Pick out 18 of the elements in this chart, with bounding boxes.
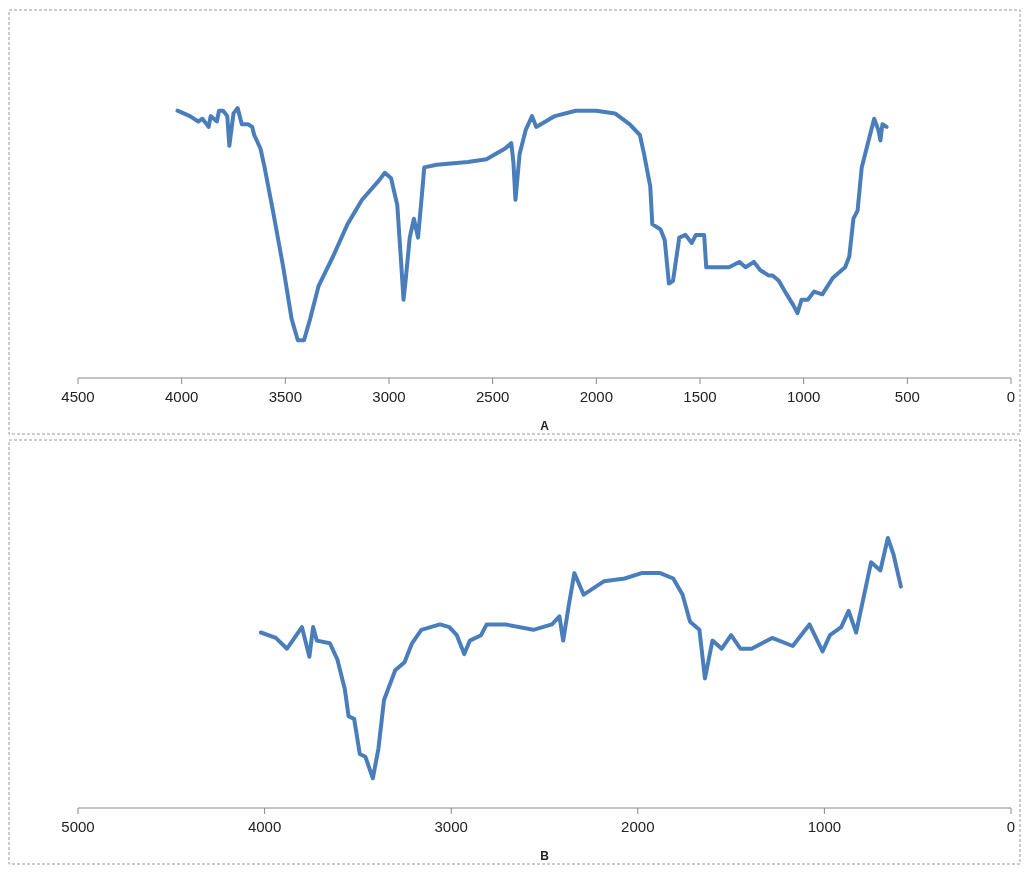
x-axis-title: B [540,849,550,863]
x-tick-label: 1500 [683,388,717,405]
x-tick-label: 500 [894,388,920,405]
x-axis-title: A [540,419,550,433]
x-tick-label: 4000 [247,818,282,835]
x-tick-label: 2000 [579,388,614,405]
x-tick-label: 0 [1006,818,1016,835]
x-tick-label: 2000 [621,818,655,835]
x-tick-label: 1000 [807,818,842,835]
x-tick-label: 1000 [786,388,821,405]
x-tick-label: 0 [1006,388,1016,405]
x-tick-label: 5000 [61,818,95,835]
x-tick-label: 3000 [434,818,468,835]
x-tick-label: 2500 [475,388,510,405]
x-tick-label: 3500 [268,388,303,405]
x-tick-label: 4000 [164,388,199,405]
x-tick-label: 4500 [61,388,95,405]
x-tick-label: 3000 [372,388,406,405]
